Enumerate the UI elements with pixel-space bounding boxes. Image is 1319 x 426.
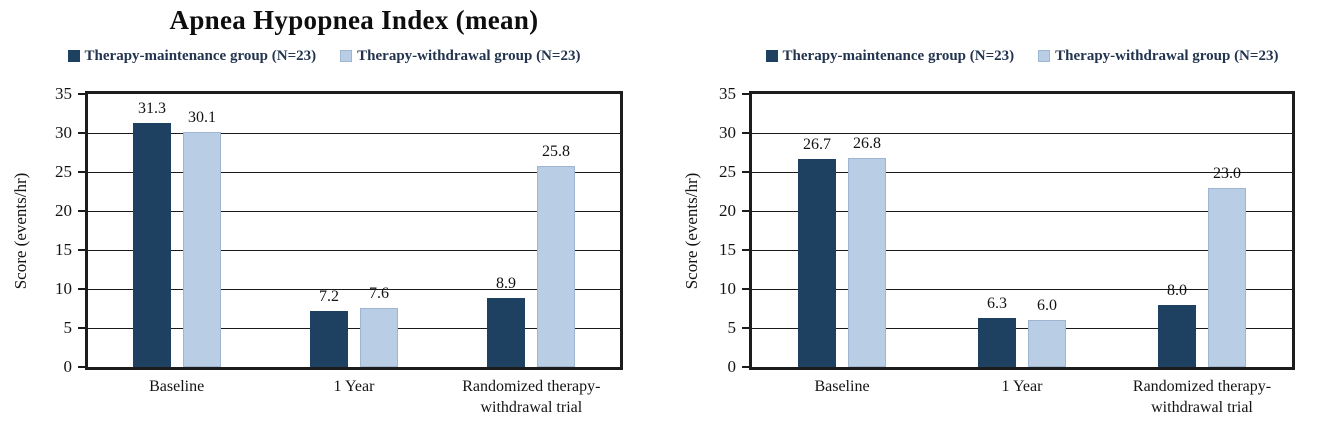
value-label: 6.0 bbox=[1037, 297, 1057, 314]
value-label: 7.2 bbox=[319, 288, 339, 305]
y-tick-mark-icon bbox=[742, 288, 752, 290]
value-label: 6.3 bbox=[987, 295, 1007, 312]
y-tick-mark-icon bbox=[78, 249, 88, 251]
bar-withdrawal bbox=[1028, 320, 1066, 367]
gridline bbox=[752, 171, 1292, 173]
gridline bbox=[752, 249, 1292, 251]
y-tick-label: 30 bbox=[719, 123, 736, 142]
chart-title: Apnea Hypopnea Index (mean) bbox=[169, 5, 539, 35]
y-tick-label: 15 bbox=[719, 240, 736, 259]
legend-label: Therapy-withdrawal group (N=23) bbox=[357, 47, 581, 64]
bar-maintenance bbox=[310, 311, 348, 367]
y-tick-label: 0 bbox=[63, 357, 73, 376]
bar-maintenance bbox=[133, 123, 171, 367]
x-axis-label: 1 Year bbox=[1001, 378, 1043, 395]
value-label: 26.7 bbox=[803, 136, 831, 153]
y-tick-mark-icon bbox=[78, 327, 88, 329]
y-tick-mark-icon bbox=[742, 249, 752, 251]
y-tick-label: 25 bbox=[719, 162, 736, 181]
gridline bbox=[88, 327, 620, 329]
x-axis-label: Baseline bbox=[149, 378, 205, 395]
legend-item-maintenance: Therapy-maintenance group (N=23) bbox=[67, 47, 317, 65]
chart-ahi-right: Therapy-maintenance group (N=23) Therapy-… bbox=[664, 0, 1319, 426]
value-label: 25.8 bbox=[542, 143, 570, 160]
gridline bbox=[88, 132, 620, 134]
y-tick-mark-icon bbox=[78, 171, 88, 173]
y-tick-label: 35 bbox=[55, 84, 72, 103]
gridline bbox=[88, 210, 620, 212]
value-label: 26.8 bbox=[853, 135, 881, 152]
legend-label: Therapy-maintenance group (N=23) bbox=[84, 47, 317, 64]
value-label: 8.0 bbox=[1167, 282, 1187, 299]
y-tick-mark-icon bbox=[742, 366, 752, 368]
y-tick-mark-icon bbox=[78, 93, 88, 95]
y-tick-mark-icon bbox=[742, 210, 752, 212]
value-label: 7.6 bbox=[369, 285, 389, 302]
y-tick-mark-icon bbox=[78, 366, 88, 368]
legend-label: Therapy-withdrawal group (N=23) bbox=[1055, 47, 1279, 64]
y-tick-label: 5 bbox=[63, 318, 73, 337]
bar-maintenance bbox=[487, 298, 525, 367]
bar-withdrawal bbox=[848, 158, 886, 367]
legend-swatch-icon bbox=[340, 50, 353, 62]
plot-area: 26.7 26.8 6.3 6.0 8.0 23.0 bbox=[749, 91, 1295, 370]
legend: Therapy-maintenance group (N=23) Therapy-… bbox=[58, 46, 590, 66]
y-tick-label: 20 bbox=[719, 201, 736, 220]
y-tick-label: 20 bbox=[55, 201, 72, 220]
bar-maintenance bbox=[798, 159, 836, 367]
bar-withdrawal bbox=[360, 308, 398, 367]
y-tick-label: 0 bbox=[727, 357, 737, 376]
legend-item-withdrawal: Therapy-withdrawal group (N=23) bbox=[1038, 48, 1278, 65]
gridline bbox=[752, 288, 1292, 290]
gridline bbox=[88, 249, 620, 251]
gridline bbox=[88, 171, 620, 173]
y-tick-mark-icon bbox=[742, 171, 752, 173]
bar-maintenance bbox=[978, 318, 1016, 367]
x-axis-label: Randomized therapy- withdrawal trial bbox=[462, 378, 601, 416]
legend-swatch-icon bbox=[67, 50, 80, 62]
legend: Therapy-maintenance group (N=23) Therapy-… bbox=[752, 46, 1292, 66]
y-tick-mark-icon bbox=[742, 93, 752, 95]
y-tick-label: 25 bbox=[55, 162, 72, 181]
bar-withdrawal bbox=[183, 132, 221, 367]
gridline bbox=[752, 327, 1292, 329]
x-axis-label: 1 Year bbox=[333, 378, 375, 395]
value-label: 23.0 bbox=[1213, 165, 1241, 182]
bar-maintenance bbox=[1158, 305, 1196, 367]
x-axis-label: Randomized therapy- withdrawal trial bbox=[1132, 378, 1272, 416]
bar-withdrawal bbox=[537, 166, 575, 367]
y-tick-label: 10 bbox=[719, 279, 736, 298]
plot-area: 31.3 30.1 7.2 7.6 8.9 25.8 bbox=[85, 91, 623, 370]
value-label: 31.3 bbox=[138, 100, 166, 117]
legend-item-withdrawal: Therapy-withdrawal group (N=23) bbox=[340, 48, 580, 65]
x-axis-label: Baseline bbox=[814, 378, 870, 395]
y-tick-label: 35 bbox=[719, 84, 736, 103]
legend-item-maintenance: Therapy-maintenance group (N=23) bbox=[765, 47, 1015, 65]
y-tick-label: 30 bbox=[55, 123, 72, 142]
y-tick-mark-icon bbox=[78, 288, 88, 290]
legend-swatch-icon bbox=[765, 50, 778, 62]
legend-label: Therapy-maintenance group (N=23) bbox=[782, 47, 1015, 64]
y-axis-title: Score (events/hr) bbox=[11, 172, 30, 289]
y-tick-mark-icon bbox=[78, 132, 88, 134]
y-tick-label: 10 bbox=[55, 279, 72, 298]
legend-swatch-icon bbox=[1038, 50, 1051, 62]
gridline bbox=[752, 132, 1292, 134]
y-tick-mark-icon bbox=[742, 327, 752, 329]
value-label: 30.1 bbox=[188, 109, 216, 126]
y-tick-label: 15 bbox=[55, 240, 72, 259]
y-tick-mark-icon bbox=[78, 210, 88, 212]
chart-ahi-left: Apnea Hypopnea Index (mean) Therapy-main… bbox=[11, 5, 623, 416]
value-label: 8.9 bbox=[496, 275, 516, 292]
y-tick-label: 5 bbox=[727, 318, 737, 337]
bar-withdrawal bbox=[1208, 188, 1246, 367]
gridline bbox=[752, 210, 1292, 212]
gridline bbox=[88, 288, 620, 290]
y-tick-mark-icon bbox=[742, 132, 752, 134]
y-axis-title: Score (events/hr) bbox=[682, 172, 701, 289]
